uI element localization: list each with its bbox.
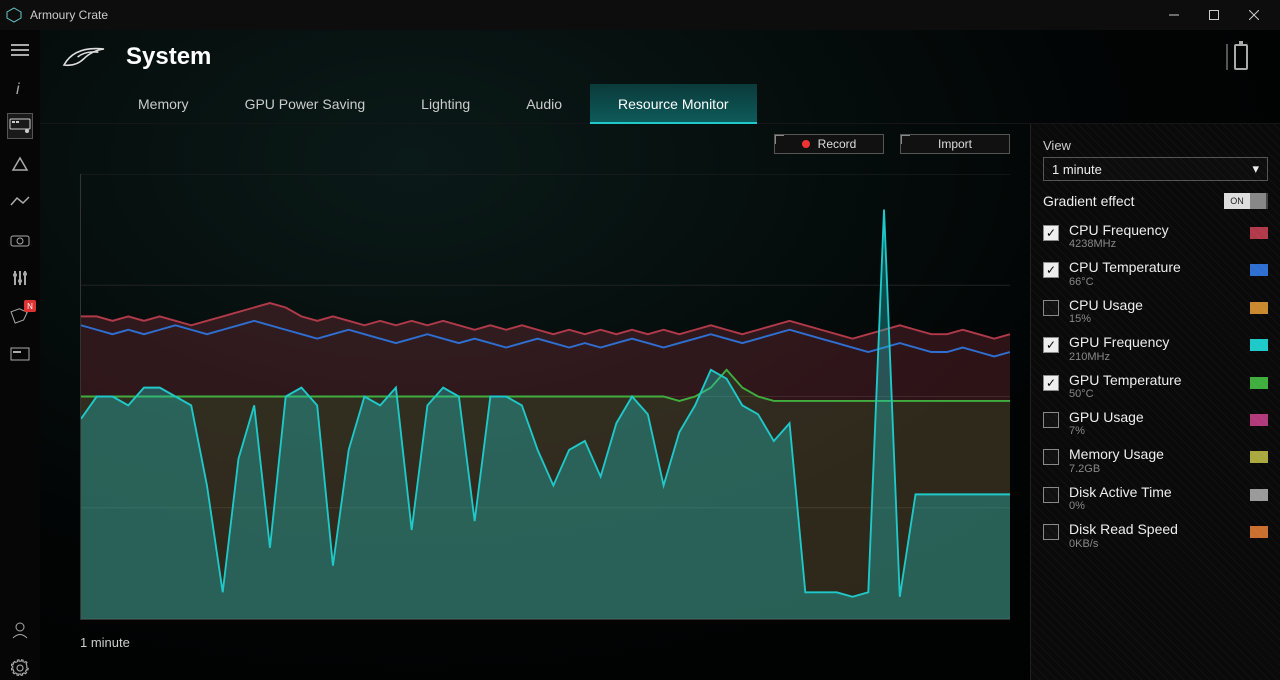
import-button[interactable]: Import (900, 134, 1010, 154)
info-icon[interactable]: i (8, 76, 32, 100)
tabs: MemoryGPU Power SavingLightingAudioResou… (40, 84, 1280, 124)
metric-row: Disk Active Time0% (1043, 485, 1268, 512)
metric-checkbox[interactable] (1043, 487, 1059, 503)
gear-icon[interactable] (8, 656, 32, 680)
metric-row: ✓ CPU Frequency4238MHz (1043, 223, 1268, 250)
metric-color-swatch (1250, 489, 1268, 501)
metric-color-swatch (1250, 377, 1268, 389)
metric-row: ✓ GPU Frequency210MHz (1043, 335, 1268, 362)
battery-divider (1226, 44, 1228, 70)
metric-name: GPU Frequency (1069, 335, 1240, 350)
record-label: Record (818, 137, 857, 151)
titlebar: Armoury Crate (0, 0, 1280, 30)
metric-value: 4238MHz (1069, 238, 1240, 250)
left-rail: i N (0, 30, 40, 680)
metric-color-swatch (1250, 302, 1268, 314)
metric-name: Memory Usage (1069, 447, 1240, 462)
metric-color-swatch (1250, 414, 1268, 426)
metric-name: GPU Usage (1069, 410, 1240, 425)
metric-value: 210MHz (1069, 351, 1240, 363)
wing-icon[interactable] (8, 190, 32, 214)
gradient-toggle[interactable]: ON (1224, 193, 1268, 209)
metric-name: CPU Usage (1069, 298, 1240, 313)
hamburger-icon[interactable] (8, 38, 32, 62)
tab-gpu-power-saving[interactable]: GPU Power Saving (217, 84, 394, 124)
app-title: Armoury Crate (30, 8, 108, 22)
svg-text:i: i (16, 81, 20, 98)
tab-audio[interactable]: Audio (498, 84, 590, 124)
card-icon[interactable] (8, 342, 32, 366)
metric-value: 0KB/s (1069, 538, 1240, 550)
metric-checkbox[interactable]: ✓ (1043, 225, 1059, 241)
close-button[interactable] (1234, 0, 1274, 30)
metric-checkbox[interactable] (1043, 449, 1059, 465)
metrics-list: ✓ CPU Frequency4238MHz ✓ CPU Temperature66°… (1043, 223, 1268, 550)
chart-area (80, 174, 1010, 620)
metric-checkbox[interactable] (1043, 412, 1059, 428)
metric-value: 15% (1069, 313, 1240, 325)
metric-value: 7.2GB (1069, 463, 1240, 475)
tag-icon[interactable]: N (8, 304, 32, 328)
metric-name: GPU Temperature (1069, 373, 1240, 388)
metric-color-swatch (1250, 227, 1268, 239)
metric-row: Memory Usage7.2GB (1043, 447, 1268, 474)
xaxis-label: 1 minute (80, 635, 130, 650)
tab-lighting[interactable]: Lighting (393, 84, 498, 124)
record-dot-icon (802, 140, 810, 148)
tab-memory[interactable]: Memory (110, 84, 217, 124)
metric-name: Disk Read Speed (1069, 522, 1240, 537)
header: System (40, 30, 1280, 84)
metric-checkbox[interactable]: ✓ (1043, 262, 1059, 278)
metric-name: CPU Frequency (1069, 223, 1240, 238)
toggle-on-label: ON (1224, 193, 1250, 209)
triangle-icon[interactable] (8, 152, 32, 176)
page-title: System (126, 43, 211, 71)
metric-color-swatch (1250, 451, 1268, 463)
metric-checkbox[interactable] (1043, 300, 1059, 316)
chevron-down-icon: ▾ (1252, 161, 1259, 177)
metric-name: Disk Active Time (1069, 485, 1240, 500)
metric-row: ✓ CPU Temperature66°C (1043, 260, 1268, 287)
metric-checkbox[interactable]: ✓ (1043, 337, 1059, 353)
metric-row: GPU Usage7% (1043, 410, 1268, 437)
rog-logo-icon (60, 42, 108, 72)
metric-value: 7% (1069, 425, 1240, 437)
side-panel: Settings View 1 minute ▾ Gradient effect… (1030, 124, 1280, 680)
metric-value: 66°C (1069, 276, 1240, 288)
metric-row: ✓ GPU Temperature50°C (1043, 373, 1268, 400)
metric-row: CPU Usage15% (1043, 298, 1268, 325)
content: System MemoryGPU Power SavingLightingAud… (40, 30, 1280, 680)
chart-toolbar: Record Import (774, 134, 1010, 154)
metric-row: Disk Read Speed0KB/s (1043, 522, 1268, 549)
view-value: 1 minute (1052, 162, 1102, 177)
metric-name: CPU Temperature (1069, 260, 1240, 275)
main: Record Import 1 minute Settings View 1 m… (40, 124, 1280, 680)
view-select[interactable]: 1 minute ▾ (1043, 157, 1268, 181)
gradient-label: Gradient effect (1043, 193, 1135, 209)
metric-checkbox[interactable]: ✓ (1043, 375, 1059, 391)
maximize-button[interactable] (1194, 0, 1234, 30)
settings-tab[interactable]: Settings (1030, 182, 1031, 252)
record-button[interactable]: Record (774, 134, 884, 154)
chart-column: Record Import 1 minute (40, 124, 1030, 680)
view-label: View (1043, 138, 1268, 153)
toggle-knob (1250, 193, 1266, 209)
device-icon[interactable] (8, 114, 32, 138)
profile-icon[interactable] (8, 618, 32, 642)
metric-color-swatch (1250, 264, 1268, 276)
battery-icon (1234, 44, 1248, 70)
metric-color-swatch (1250, 526, 1268, 538)
metric-color-swatch (1250, 339, 1268, 351)
minimize-button[interactable] (1154, 0, 1194, 30)
camera-icon[interactable] (8, 228, 32, 252)
app-icon (6, 7, 22, 23)
metric-value: 0% (1069, 500, 1240, 512)
import-label: Import (938, 137, 972, 151)
tab-resource-monitor[interactable]: Resource Monitor (590, 84, 757, 124)
metric-checkbox[interactable] (1043, 524, 1059, 540)
sliders-icon[interactable] (8, 266, 32, 290)
metric-value: 50°C (1069, 388, 1240, 400)
